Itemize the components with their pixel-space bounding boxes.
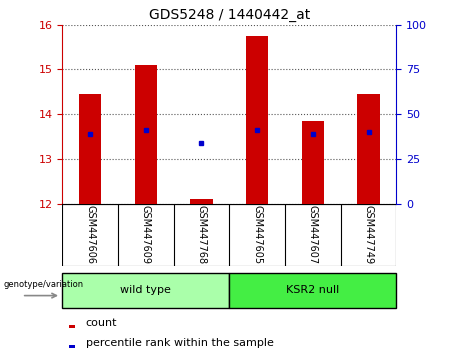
Text: GSM447606: GSM447606 [85,205,95,264]
Text: wild type: wild type [120,285,171,295]
Bar [190,199,213,204]
Bar [246,36,268,204]
Bar [79,94,101,204]
Text: GSM447609: GSM447609 [141,205,151,264]
Text: genotype/variation: genotype/variation [3,280,83,290]
Text: KSR2 null: KSR2 null [286,285,340,295]
Text: count: count [86,318,117,329]
Text: GSM447768: GSM447768 [196,205,207,264]
Bar [69,345,75,348]
Bar [302,121,324,204]
Bar [357,94,380,204]
Bar [135,65,157,204]
Bar [62,273,229,308]
Title: GDS5248 / 1440442_at: GDS5248 / 1440442_at [149,8,310,22]
Text: GSM447607: GSM447607 [308,205,318,264]
Text: GSM447749: GSM447749 [364,205,373,264]
Bar [69,325,75,328]
Text: GSM447605: GSM447605 [252,205,262,264]
Bar [229,273,396,308]
Text: percentile rank within the sample: percentile rank within the sample [86,338,273,348]
